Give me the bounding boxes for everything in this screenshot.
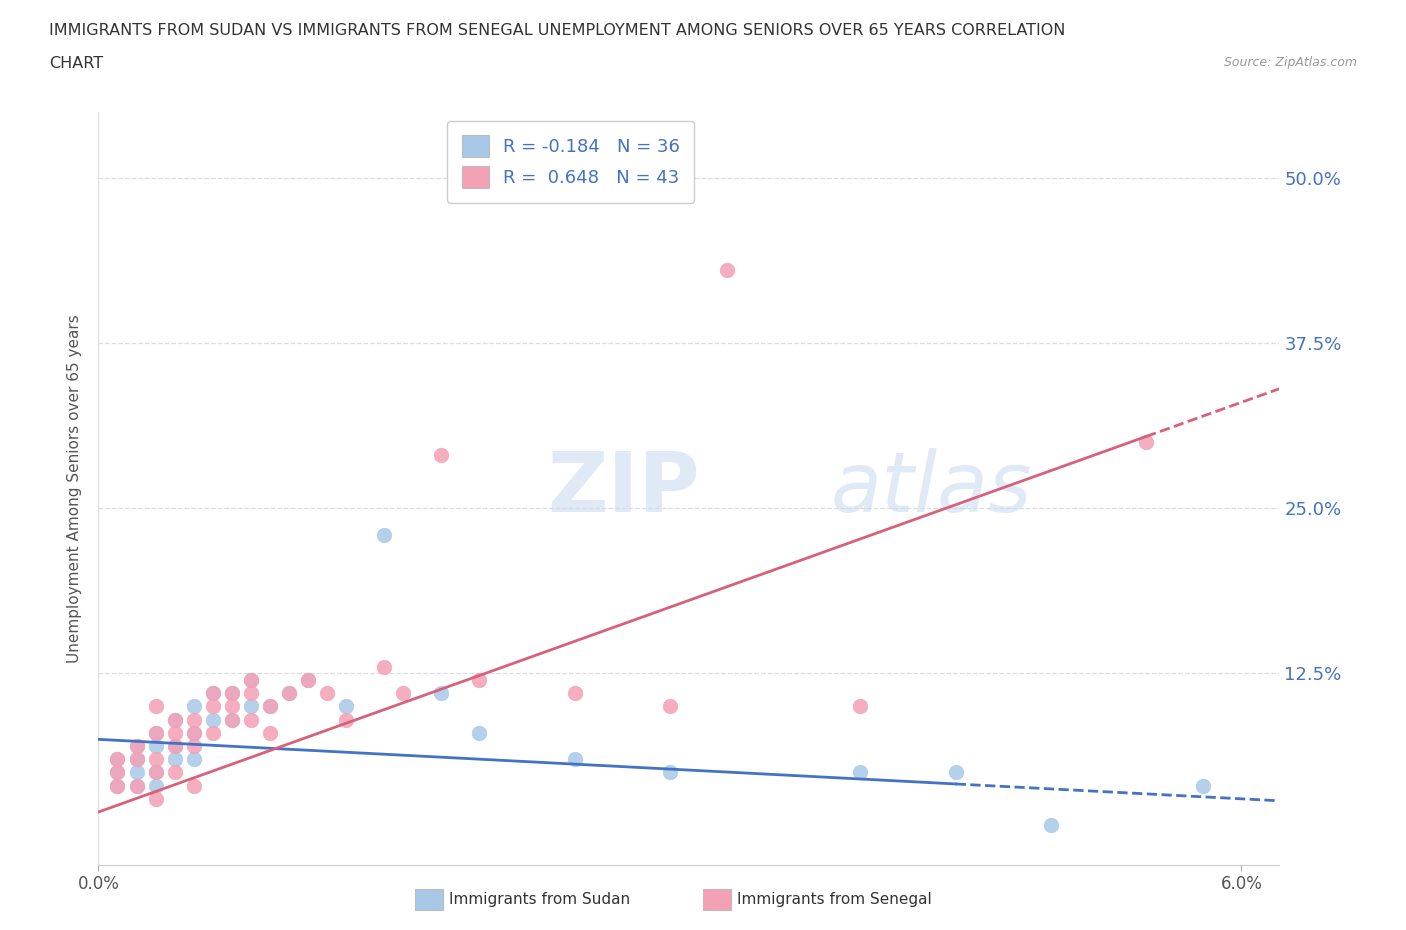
Point [239, 698, 262, 713]
Point [564, 751, 586, 766]
Point [221, 685, 243, 700]
Point [392, 685, 415, 700]
Text: CHART: CHART [49, 56, 103, 71]
Y-axis label: Unemployment Among Seniors over 65 years: Unemployment Among Seniors over 65 years [67, 314, 83, 662]
Point [221, 698, 243, 713]
Point [201, 698, 224, 713]
Point [145, 765, 167, 780]
Point [125, 751, 148, 766]
Point [201, 712, 224, 727]
Point [239, 672, 262, 687]
Point [849, 698, 872, 713]
Point [201, 685, 224, 700]
Point [183, 778, 205, 793]
Point [430, 685, 453, 700]
Point [163, 765, 186, 780]
Point [163, 738, 186, 753]
Point [468, 725, 491, 740]
Point [107, 778, 129, 793]
Point [201, 725, 224, 740]
Point [163, 738, 186, 753]
Point [945, 765, 967, 780]
Point [239, 672, 262, 687]
Point [373, 527, 395, 542]
Point [297, 672, 319, 687]
Point [316, 685, 339, 700]
Point [658, 698, 681, 713]
Point [716, 263, 738, 278]
Point [221, 712, 243, 727]
Text: atlas: atlas [831, 447, 1032, 529]
Point [430, 447, 453, 462]
Point [259, 698, 281, 713]
Text: IMMIGRANTS FROM SUDAN VS IMMIGRANTS FROM SENEGAL UNEMPLOYMENT AMONG SENIORS OVER: IMMIGRANTS FROM SUDAN VS IMMIGRANTS FROM… [49, 23, 1066, 38]
Point [145, 725, 167, 740]
Point [145, 751, 167, 766]
Point [145, 778, 167, 793]
Point [183, 751, 205, 766]
Point [163, 712, 186, 727]
Point [849, 765, 872, 780]
Point [221, 712, 243, 727]
Point [145, 738, 167, 753]
Point [125, 765, 148, 780]
Point [183, 725, 205, 740]
Point [163, 712, 186, 727]
Text: Source: ZipAtlas.com: Source: ZipAtlas.com [1223, 56, 1357, 69]
Text: Immigrants from Senegal: Immigrants from Senegal [737, 892, 932, 907]
Point [145, 791, 167, 806]
Point [145, 765, 167, 780]
Point [564, 685, 586, 700]
Point [259, 698, 281, 713]
Point [107, 751, 129, 766]
Point [125, 778, 148, 793]
Point [163, 751, 186, 766]
Point [145, 698, 167, 713]
Point [107, 751, 129, 766]
Point [277, 685, 299, 700]
Point [239, 712, 262, 727]
Point [1135, 434, 1157, 449]
Point [201, 685, 224, 700]
Point [125, 738, 148, 753]
Point [107, 765, 129, 780]
Point [658, 765, 681, 780]
Legend: R = -0.184   N = 36, R =  0.648   N = 43: R = -0.184 N = 36, R = 0.648 N = 43 [447, 121, 695, 203]
Point [145, 725, 167, 740]
Point [259, 725, 281, 740]
Point [297, 672, 319, 687]
Point [163, 725, 186, 740]
Text: Immigrants from Sudan: Immigrants from Sudan [449, 892, 630, 907]
Point [125, 751, 148, 766]
Point [183, 712, 205, 727]
Point [107, 765, 129, 780]
Point [125, 738, 148, 753]
Point [107, 778, 129, 793]
Point [1192, 778, 1215, 793]
Point [335, 712, 357, 727]
Point [183, 725, 205, 740]
Point [277, 685, 299, 700]
Point [125, 778, 148, 793]
Point [468, 672, 491, 687]
Point [373, 659, 395, 674]
Text: ZIP: ZIP [547, 447, 700, 529]
Point [221, 685, 243, 700]
Point [335, 698, 357, 713]
Point [1039, 817, 1062, 832]
Point [239, 685, 262, 700]
Point [183, 698, 205, 713]
Point [183, 738, 205, 753]
